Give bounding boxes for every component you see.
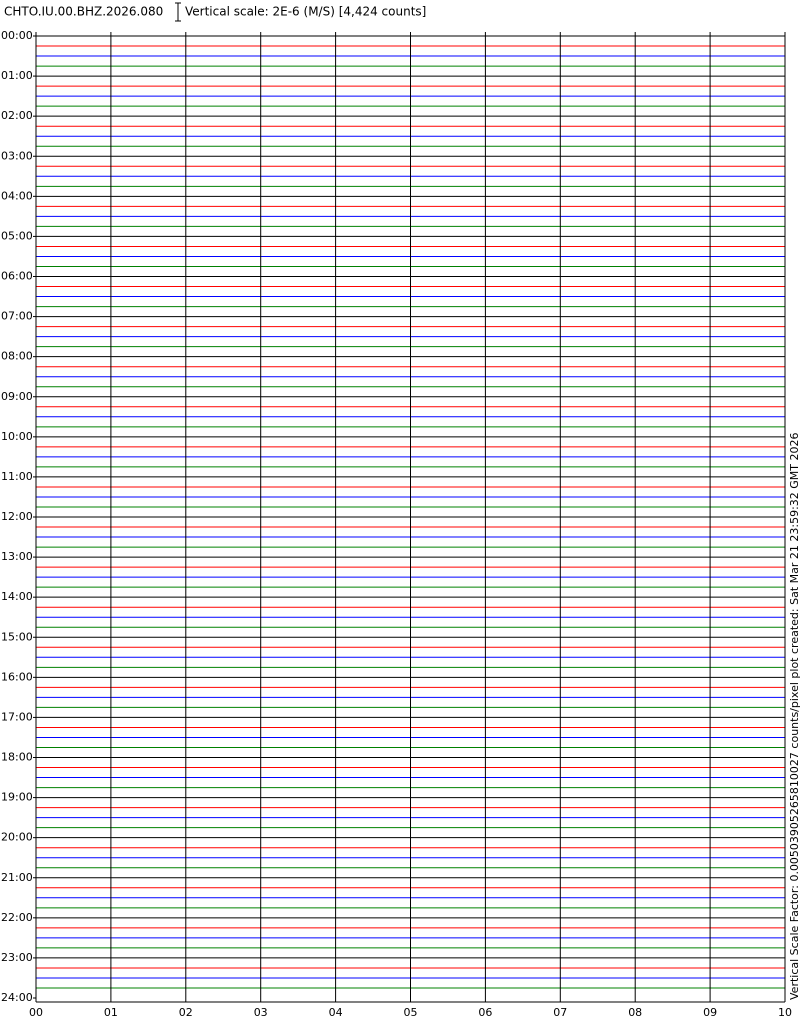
y-tick-label: 18:00 [1,751,33,764]
y-tick-label: 01:00 [1,69,33,82]
y-tick-label: 14:00 [1,590,33,603]
y-tick-label: 17:00 [1,710,33,723]
x-tick-label: 01 [104,1006,118,1019]
y-tick-label: 19:00 [1,791,33,804]
y-tick-label: 05:00 [1,229,33,242]
y-tick-label: 21:00 [1,871,33,884]
chart-subtitle: Vertical scale: 2E-6 (M/S) [4,424 counts… [185,5,426,19]
y-tick-label: 07:00 [1,310,33,323]
y-tick-label: 12:00 [1,510,33,523]
chart-title: CHTO.IU.00.BHZ.2026.080 [4,5,163,19]
x-tick-label: 07 [553,1006,567,1019]
x-tick-label: 06 [478,1006,492,1019]
x-tick-label: 05 [404,1006,418,1019]
x-tick-label: 02 [179,1006,193,1019]
y-tick-label: 00:00 [1,29,33,42]
x-tick-label: 00 [29,1006,43,1019]
x-tick-label: 08 [628,1006,642,1019]
y-tick-label: 09:00 [1,390,33,403]
y-tick-label: 04:00 [1,189,33,202]
y-tick-label: 06:00 [1,270,33,283]
y-tick-label: 02:00 [1,109,33,122]
y-tick-label: 23:00 [1,951,33,964]
scale-bar [175,2,181,22]
y-tick-label: 15:00 [1,630,33,643]
y-tick-label: 20:00 [1,831,33,844]
y-tick-label: 13:00 [1,550,33,563]
y-tick-label: 22:00 [1,911,33,924]
side-note: Vertical Scale Factor: 0.005039052658100… [788,433,800,1001]
y-tick-label: 24:00 [1,991,33,1004]
x-tick-label: 10 [778,1006,792,1019]
x-tick-label: 04 [329,1006,343,1019]
x-tick-label: 09 [703,1006,717,1019]
y-tick-label: 03:00 [1,149,33,162]
x-tick-label: 03 [254,1006,268,1019]
y-tick-label: 11:00 [1,470,33,483]
y-tick-label: 08:00 [1,350,33,363]
y-tick-label: 10:00 [1,430,33,443]
y-tick-label: 16:00 [1,670,33,683]
